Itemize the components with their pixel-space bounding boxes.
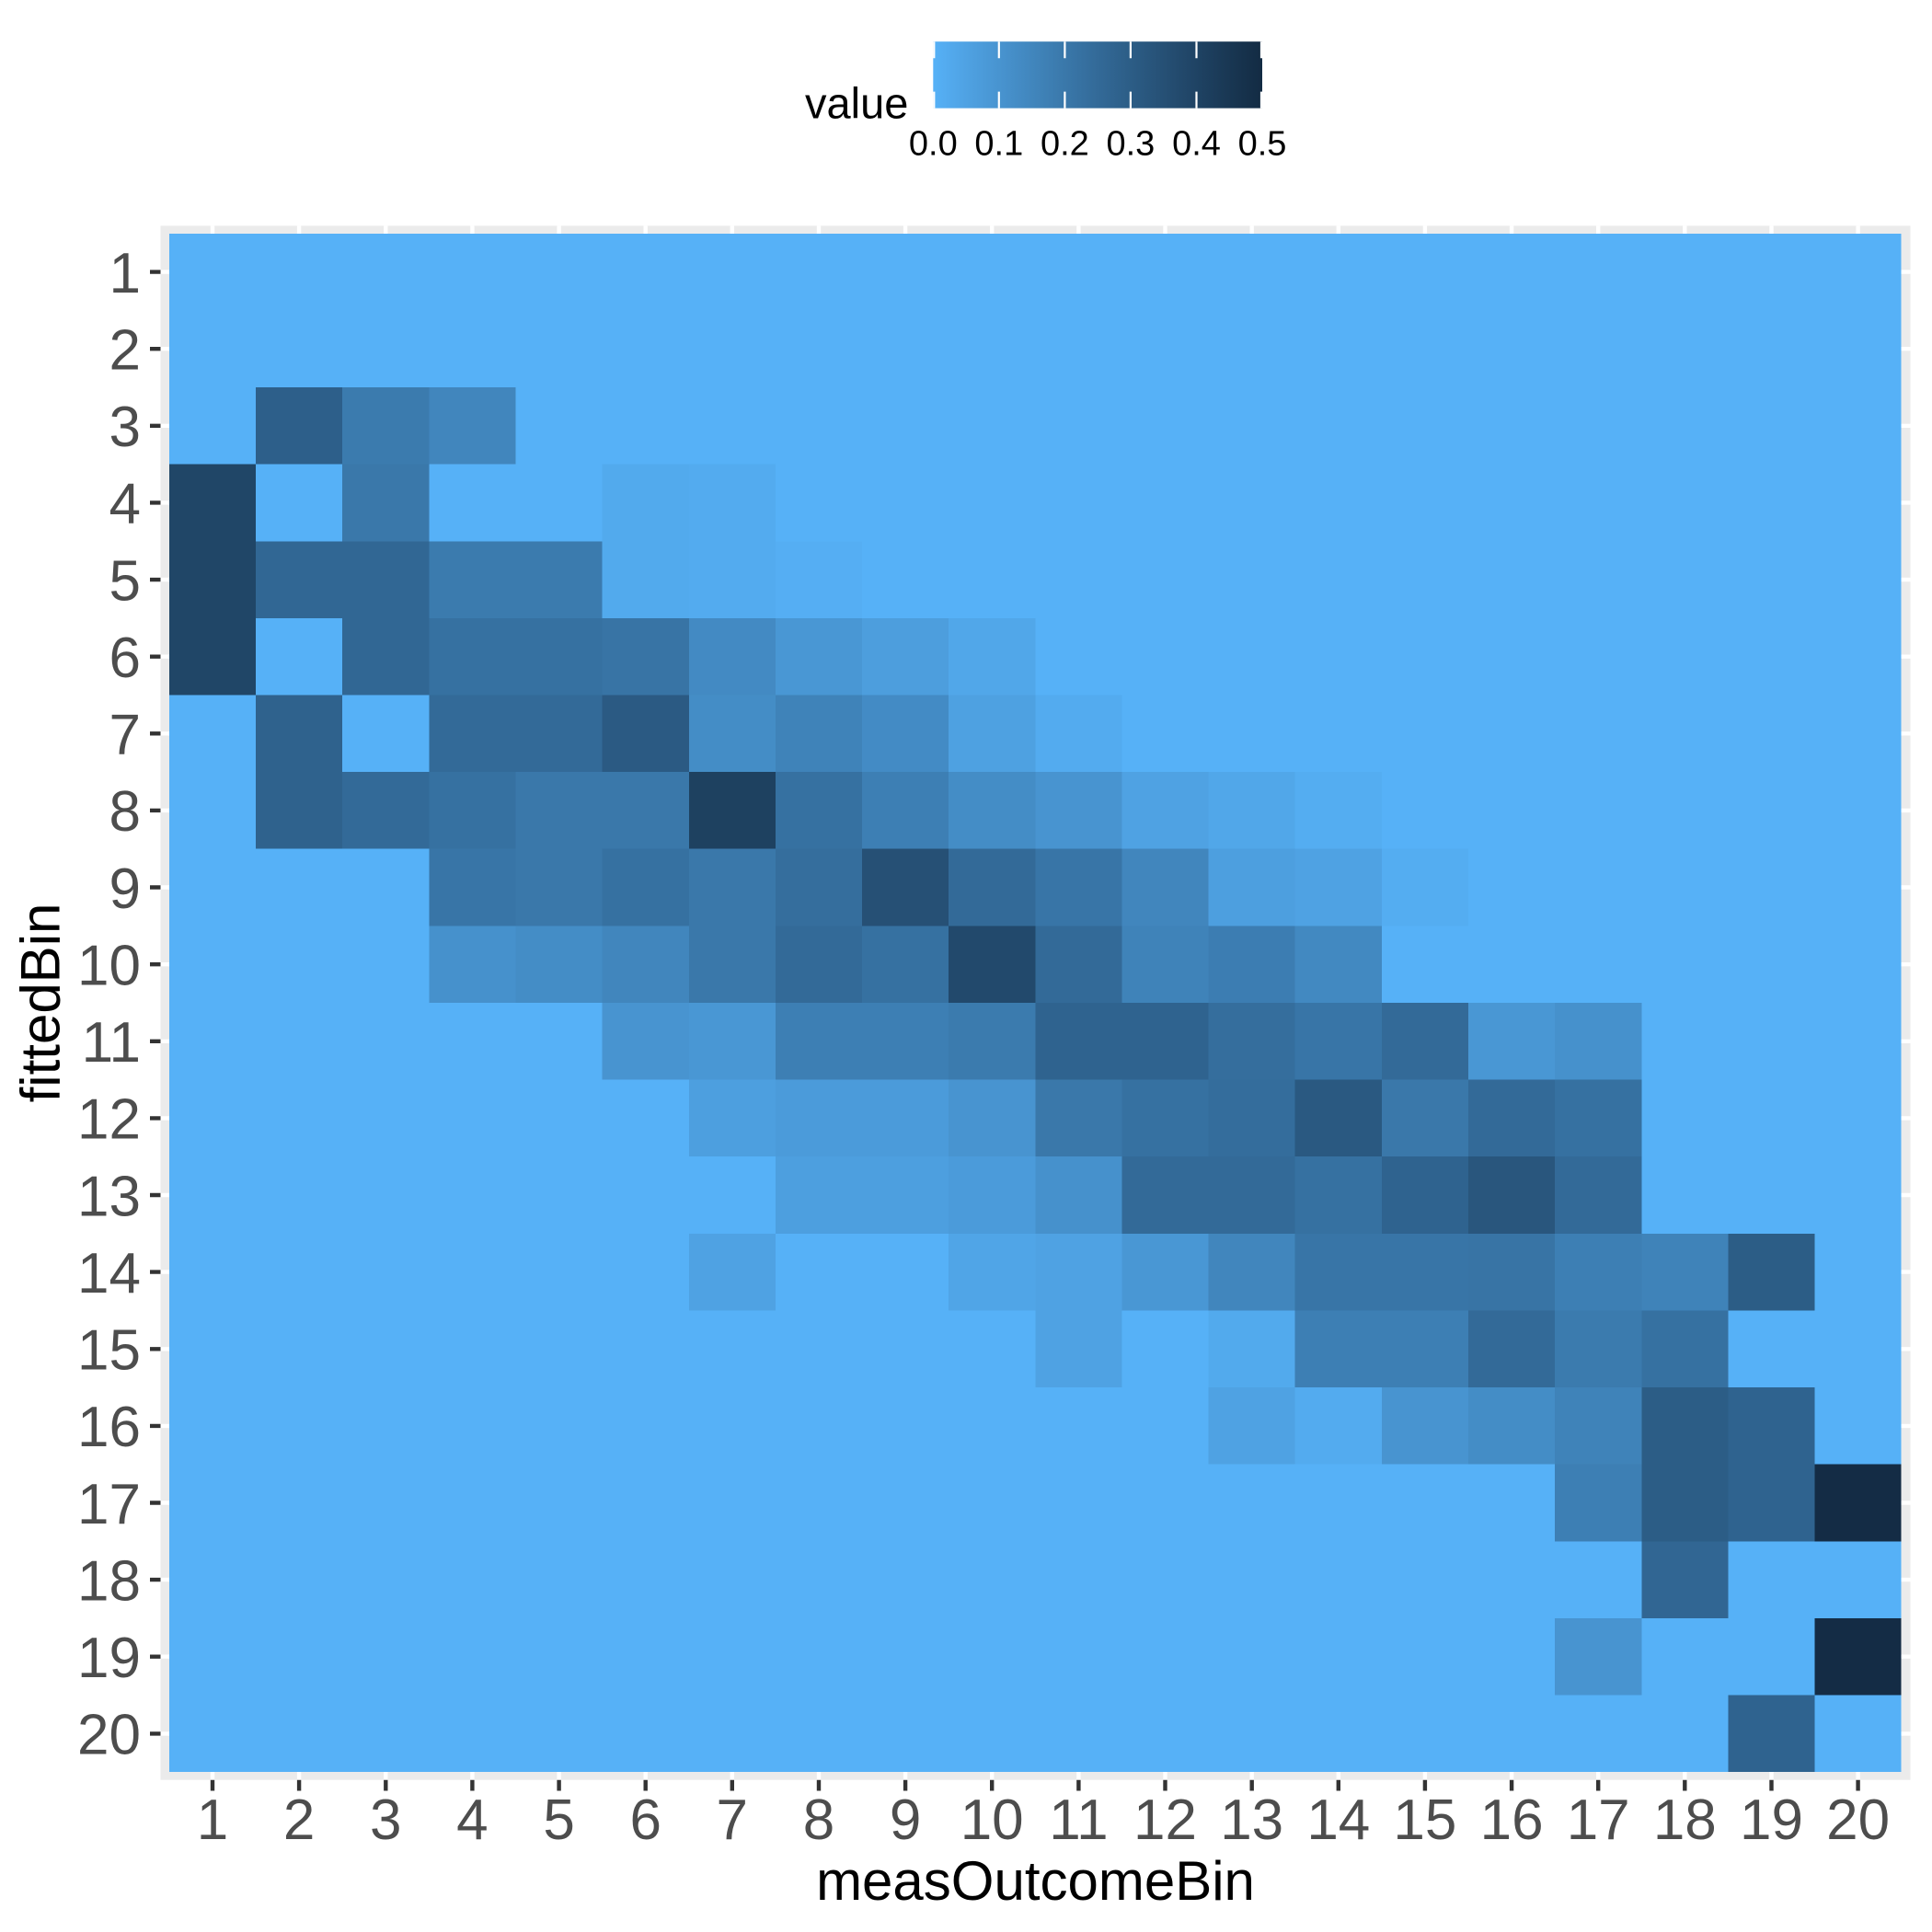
- svg-text:16: 16: [1480, 1788, 1544, 1852]
- svg-text:11: 11: [82, 1011, 141, 1075]
- svg-text:4: 4: [456, 1788, 488, 1852]
- svg-text:9: 9: [109, 857, 141, 921]
- svg-text:1: 1: [109, 242, 141, 305]
- svg-text:0.0: 0.0: [909, 125, 958, 164]
- svg-text:9: 9: [890, 1788, 921, 1852]
- svg-text:17: 17: [77, 1473, 141, 1536]
- svg-text:15: 15: [1393, 1788, 1456, 1852]
- svg-text:10: 10: [77, 935, 141, 998]
- svg-text:0.5: 0.5: [1238, 125, 1287, 164]
- svg-text:0.3: 0.3: [1106, 125, 1155, 164]
- svg-text:3: 3: [370, 1788, 401, 1852]
- svg-text:1: 1: [197, 1788, 228, 1852]
- svg-text:18: 18: [77, 1549, 141, 1613]
- svg-text:fittedBin: fittedBin: [10, 903, 72, 1103]
- svg-text:5: 5: [543, 1788, 574, 1852]
- svg-text:14: 14: [77, 1242, 141, 1305]
- svg-text:0.2: 0.2: [1041, 125, 1089, 164]
- svg-text:0.4: 0.4: [1172, 125, 1221, 164]
- svg-text:19: 19: [1740, 1788, 1803, 1852]
- svg-text:12: 12: [1133, 1788, 1197, 1852]
- svg-text:8: 8: [803, 1788, 834, 1852]
- svg-text:17: 17: [1567, 1788, 1630, 1852]
- svg-text:6: 6: [109, 627, 141, 690]
- svg-text:11: 11: [1049, 1788, 1108, 1852]
- svg-text:measOutcomeBin: measOutcomeBin: [816, 1850, 1255, 1912]
- svg-text:2: 2: [283, 1788, 315, 1852]
- svg-text:0.1: 0.1: [974, 125, 1023, 164]
- svg-text:4: 4: [109, 473, 141, 536]
- svg-text:3: 3: [109, 396, 141, 459]
- svg-text:19: 19: [77, 1627, 141, 1690]
- svg-text:5: 5: [109, 549, 141, 613]
- svg-text:8: 8: [109, 780, 141, 844]
- svg-text:20: 20: [77, 1704, 141, 1767]
- svg-text:6: 6: [629, 1788, 661, 1852]
- svg-text:14: 14: [1306, 1788, 1370, 1852]
- svg-text:18: 18: [1653, 1788, 1717, 1852]
- svg-text:20: 20: [1826, 1788, 1890, 1852]
- svg-text:16: 16: [77, 1396, 141, 1459]
- svg-text:10: 10: [960, 1788, 1024, 1852]
- svg-text:value: value: [805, 78, 908, 127]
- svg-text:12: 12: [77, 1088, 141, 1152]
- svg-text:7: 7: [109, 704, 141, 767]
- svg-text:15: 15: [77, 1319, 141, 1383]
- svg-text:2: 2: [109, 319, 141, 383]
- svg-text:7: 7: [717, 1788, 748, 1852]
- svg-text:13: 13: [77, 1165, 141, 1228]
- svg-text:13: 13: [1220, 1788, 1283, 1852]
